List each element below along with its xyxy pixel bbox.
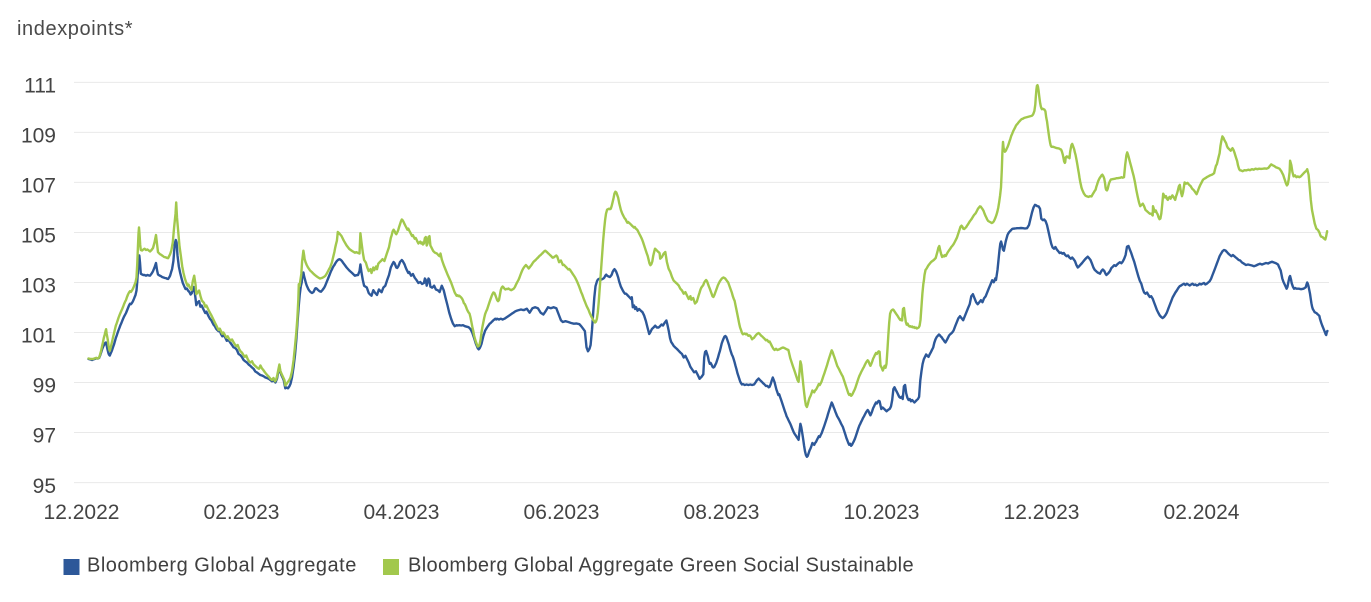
svg-text:101: 101 [21,325,56,348]
svg-text:Bloomberg Global Aggregate: Bloomberg Global Aggregate [87,555,357,577]
svg-text:107: 107 [21,175,56,198]
svg-text:97: 97 [33,425,56,448]
svg-text:111: 111 [24,75,56,98]
svg-text:Bloomberg Global Aggregate Gre: Bloomberg Global Aggregate Green Social … [408,555,914,577]
svg-text:04.2023: 04.2023 [364,501,440,524]
svg-text:109: 109 [21,125,56,148]
svg-text:95: 95 [33,475,56,498]
svg-text:105: 105 [21,225,56,248]
svg-text:02.2024: 02.2024 [1164,501,1240,524]
svg-text:06.2023: 06.2023 [524,501,600,524]
svg-text:02.2023: 02.2023 [204,501,280,524]
svg-text:103: 103 [21,275,56,298]
svg-text:12.2022: 12.2022 [44,501,120,524]
svg-text:indexpoints*: indexpoints* [17,18,133,40]
svg-text:08.2023: 08.2023 [684,501,760,524]
svg-text:99: 99 [33,375,56,398]
svg-text:12.2023: 12.2023 [1004,501,1080,524]
svg-text:10.2023: 10.2023 [844,501,920,524]
